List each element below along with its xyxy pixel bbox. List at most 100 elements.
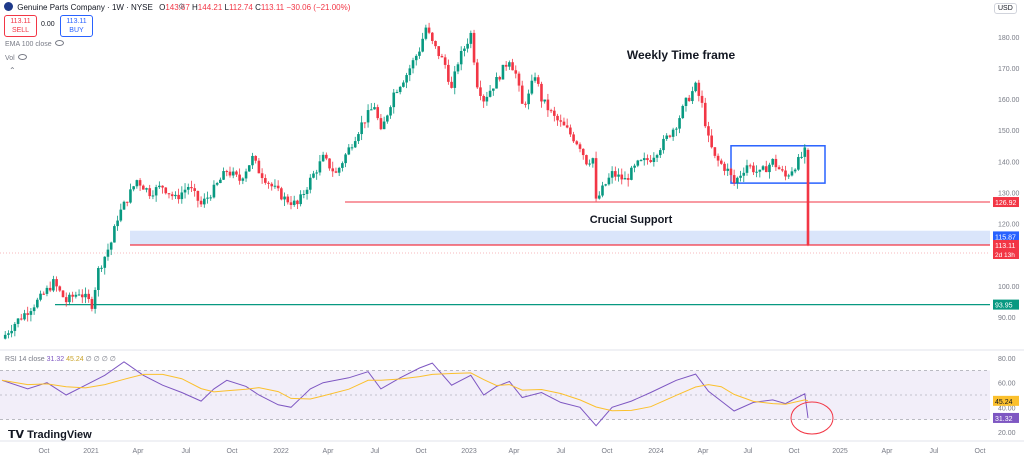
symbol-title[interactable]: Genuine Parts Company · 1W · NYSE [17, 3, 153, 12]
candle-body [739, 175, 742, 178]
candle-body [231, 171, 235, 176]
candle-body [514, 70, 518, 74]
candle-body [308, 177, 312, 190]
candle-body [318, 161, 322, 173]
candle-body [235, 171, 238, 175]
buy-button[interactable]: 113.11 BUY [60, 15, 93, 37]
vol-legend[interactable]: Vol [5, 54, 27, 62]
candle-body [485, 96, 489, 102]
candle-body [806, 149, 810, 245]
candle-body [681, 105, 685, 119]
candle-body [736, 177, 739, 184]
chart-header: Genuine Parts Company · 1W · NYSE O143.6… [4, 2, 350, 12]
collapse-legend-icon[interactable]: ⌃ [9, 66, 16, 75]
candle-body [793, 169, 797, 172]
candle-body [784, 170, 787, 177]
candle-body [145, 188, 148, 190]
ema-legend[interactable]: EMA 100 close [5, 40, 64, 48]
candle-body [671, 129, 675, 137]
candle-body [492, 88, 495, 91]
candle-body [463, 48, 466, 51]
candle-body [215, 183, 219, 185]
candle-body [585, 155, 588, 165]
candle-body [344, 154, 347, 164]
candle-body [100, 267, 103, 269]
time-tick-label: Apr [698, 448, 710, 455]
candle-body [697, 82, 701, 96]
time-tick-label: 2022 [273, 448, 289, 455]
candle-body [170, 194, 174, 197]
candle-body [36, 299, 39, 308]
eye-icon[interactable] [54, 40, 64, 46]
candle-body [386, 115, 389, 122]
candle-body [771, 158, 774, 165]
candle-body [225, 171, 229, 173]
candle-body [196, 190, 200, 201]
company-logo-icon [4, 2, 13, 11]
candle-body [13, 323, 17, 331]
candle-body [177, 194, 180, 200]
candle-body [116, 220, 119, 227]
candle-body [687, 97, 691, 102]
level-label-93-bg [993, 299, 1019, 310]
candle-body [774, 158, 778, 168]
candle-body [402, 82, 405, 87]
candle-body [183, 189, 187, 193]
candle-body [691, 91, 694, 102]
candle-body [569, 127, 572, 135]
candle-body [597, 195, 601, 199]
candle-body [52, 279, 55, 291]
candle-body [74, 294, 78, 297]
last-price-label-bg [993, 239, 1019, 259]
candle-body [553, 110, 556, 116]
candle-body [475, 62, 479, 88]
candle-body [764, 166, 768, 173]
time-tick-label: Oct [602, 448, 613, 455]
candle-body [23, 313, 26, 320]
candle-body [662, 138, 665, 151]
candle-body [572, 134, 575, 142]
candle-body [26, 313, 29, 315]
candle-body [732, 175, 736, 184]
candle-body [594, 158, 598, 199]
candle-body [421, 38, 424, 52]
time-tick-label: Oct [39, 448, 50, 455]
candle-body [488, 90, 492, 97]
candle-body [652, 157, 656, 162]
candle-body [19, 318, 23, 320]
time-tick-label: 2021 [83, 448, 99, 455]
candle-body [305, 189, 309, 194]
candle-body [260, 173, 264, 179]
candle-body [768, 164, 771, 173]
tradingview-logo-icon: 𝗧𝗩 [8, 429, 25, 441]
currency-selector[interactable]: USD [994, 3, 1017, 14]
candle-body [315, 172, 318, 174]
candle-body [238, 174, 241, 181]
candle-body [466, 43, 469, 49]
eye-icon[interactable] [17, 54, 27, 60]
candle-body [363, 122, 367, 124]
candle-body [61, 290, 65, 298]
price-tick-label: 90.00 [998, 315, 1016, 322]
candle-body [646, 158, 649, 161]
candle-body [122, 201, 126, 210]
settings-icon[interactable]: ⚙ [178, 2, 186, 11]
candle-body [193, 188, 196, 191]
candle-body [418, 51, 421, 56]
candle-body [716, 155, 720, 161]
time-tick-label: 2025 [832, 448, 848, 455]
price-tick-label: 120.00 [998, 222, 1020, 229]
sell-button[interactable]: 113.11 SELL [4, 15, 37, 37]
candle-body [3, 334, 7, 339]
candle-body [257, 160, 261, 174]
candles [3, 22, 810, 340]
candle-body [289, 202, 293, 205]
rsi-legend[interactable]: RSI 14 close 31.32 45.24 ∅ ∅ ∅ ∅ [5, 356, 116, 363]
candle-body [186, 187, 190, 190]
candle-body [578, 144, 582, 149]
candle-body [148, 188, 152, 197]
candle-body [630, 167, 633, 180]
candle-body [276, 185, 280, 189]
candle-body [84, 293, 87, 298]
